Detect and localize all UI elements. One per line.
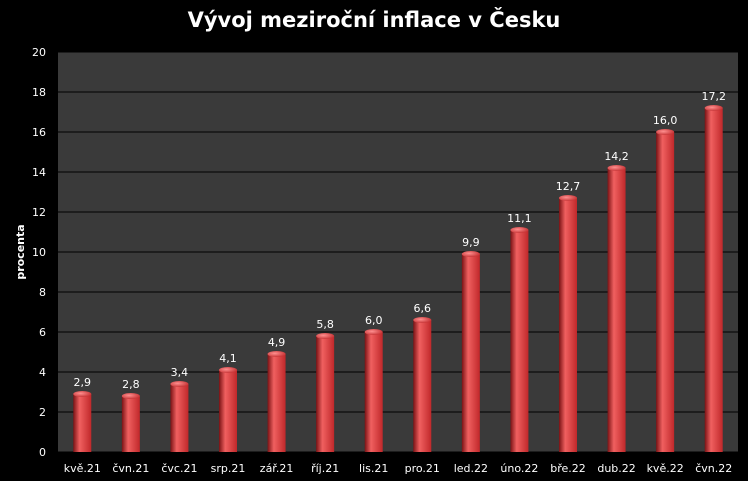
data-label: 4,9 xyxy=(268,336,286,349)
bar-cap xyxy=(704,105,723,111)
data-label: 16,0 xyxy=(653,114,678,127)
x-tick-label: lis.21 xyxy=(359,462,388,475)
bar xyxy=(316,333,335,452)
data-label: 5,8 xyxy=(316,318,334,331)
bar xyxy=(559,195,577,452)
y-tick-label: 10 xyxy=(32,246,46,259)
bar-cap xyxy=(656,129,675,135)
bar xyxy=(656,129,675,452)
y-tick-label: 4 xyxy=(39,366,46,379)
data-label: 14,2 xyxy=(604,150,629,163)
x-tick-label: čvn.21 xyxy=(112,462,149,475)
bar-cap xyxy=(607,165,626,171)
y-tick-label: 6 xyxy=(39,326,46,339)
x-tick-label: pro.21 xyxy=(405,462,440,475)
bar-body xyxy=(364,332,383,452)
x-tick-label: dub.22 xyxy=(597,462,635,475)
x-tick-label: kvě.21 xyxy=(64,462,101,475)
bar-body xyxy=(267,354,286,452)
y-axis-ticks: 0 2 4 6 8 10 12 14 16 18 20 xyxy=(32,46,46,459)
data-label: 11,1 xyxy=(507,212,532,225)
bar xyxy=(413,317,432,452)
bar-cap xyxy=(219,367,237,373)
y-tick-label: 20 xyxy=(32,46,46,59)
bar-body xyxy=(559,198,577,452)
y-tick-label: 8 xyxy=(39,286,46,299)
bar xyxy=(121,393,140,452)
x-tick-label: zář.21 xyxy=(260,462,294,475)
bar-cap xyxy=(364,329,383,335)
x-tick-label: kvě.22 xyxy=(647,462,684,475)
bar xyxy=(704,105,723,452)
bar-cap xyxy=(121,393,140,399)
data-label: 2,8 xyxy=(122,378,140,391)
bar xyxy=(73,391,92,452)
data-label: 17,2 xyxy=(701,90,726,103)
x-tick-label: čvc.21 xyxy=(161,462,197,475)
bar-body xyxy=(316,336,335,452)
y-tick-label: 14 xyxy=(32,166,46,179)
bars: 2,9 2,8 3,4 4,1 4,9 5,8 6,0 6,6 9,9 11,1 12,7 14,2 1… xyxy=(73,90,726,452)
bar-cap xyxy=(316,333,335,339)
data-label: 3,4 xyxy=(171,366,189,379)
x-tick-label: led.22 xyxy=(454,462,488,475)
bar-cap xyxy=(267,351,286,357)
x-tick-label: srp.21 xyxy=(211,462,246,475)
bar-body xyxy=(413,320,432,452)
bar-body xyxy=(704,108,723,452)
bar-body xyxy=(510,230,529,452)
bar-cap xyxy=(461,251,480,257)
x-tick-label: úno.22 xyxy=(500,462,538,475)
bar xyxy=(510,227,529,452)
bar xyxy=(607,165,626,452)
bar-cap xyxy=(170,381,189,387)
x-tick-label: říj.21 xyxy=(311,462,339,475)
bar-body xyxy=(461,254,480,452)
bar-body xyxy=(607,168,626,452)
data-label: 2,9 xyxy=(74,376,92,389)
x-axis-ticks: kvě.21 čvn.21 čvc.21 srp.21 zář.21 říj.21 lis.… xyxy=(64,462,733,475)
y-tick-label: 0 xyxy=(39,446,46,459)
bar-cap xyxy=(559,195,577,201)
bar xyxy=(170,381,189,452)
chart-title: Vývoj meziroční inflace v Česku xyxy=(187,8,561,32)
y-axis-label: procenta xyxy=(14,224,27,279)
x-tick-label: čvn.22 xyxy=(695,462,732,475)
bar-cap xyxy=(413,317,432,323)
data-label: 6,0 xyxy=(365,314,383,327)
bar-body xyxy=(73,394,92,452)
bar-body xyxy=(219,370,237,452)
x-tick-label: bře.22 xyxy=(550,462,586,475)
bar-body xyxy=(656,132,675,452)
data-label: 9,9 xyxy=(462,236,480,249)
bar-cap xyxy=(510,227,529,233)
bar xyxy=(364,329,383,452)
bar xyxy=(461,251,480,452)
bar xyxy=(219,367,237,452)
y-tick-label: 18 xyxy=(32,86,46,99)
bar-cap xyxy=(73,391,92,397)
y-tick-label: 12 xyxy=(32,206,46,219)
y-tick-label: 2 xyxy=(39,406,46,419)
bar-body xyxy=(170,384,189,452)
data-label: 12,7 xyxy=(556,180,581,193)
data-label: 6,6 xyxy=(414,302,432,315)
bar-body xyxy=(121,396,140,452)
data-label: 4,1 xyxy=(219,352,237,365)
bar xyxy=(267,351,286,452)
y-tick-label: 16 xyxy=(32,126,46,139)
